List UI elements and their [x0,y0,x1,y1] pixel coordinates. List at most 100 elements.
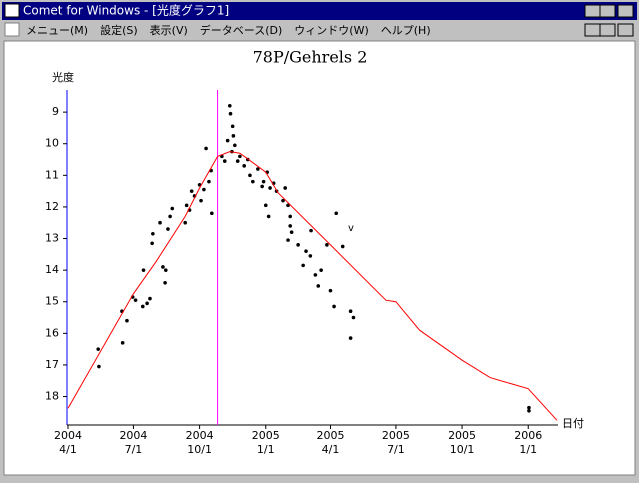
restore-button[interactable] [599,4,616,18]
menu-item[interactable]: データベース(D) [200,23,283,37]
observation-point [199,198,203,203]
y-tick-label: 14 [45,263,59,276]
x-tick-label: 4/1 [322,443,340,456]
observation-point [164,268,168,272]
observation-point [319,268,323,272]
menu-item[interactable]: ウィンドウ(W) [294,24,368,37]
child-minimize-button[interactable] [584,23,601,37]
observation-point [261,179,266,184]
y-axis-label: 光度 [52,70,74,84]
observation-point [527,405,531,410]
x-tick-year: 2005 [316,429,344,442]
observation-point [150,241,154,246]
observation-point [97,364,101,369]
y-tick-label: 10 [45,137,59,150]
observation-point [145,301,149,306]
x-tick-year: 2005 [382,429,410,442]
observation-point [225,138,230,143]
x-tick-label: 7/1 [387,443,405,456]
menu-item[interactable]: 設定(S) [100,23,138,37]
observation-point [309,228,313,233]
menu-item[interactable]: メニュー(M) [26,24,88,37]
x-tick-year: 2005 [448,429,476,442]
minimize-button[interactable] [584,4,601,18]
observation-point [283,186,287,190]
y-tick-label: 12 [45,200,59,213]
x-tick-label: 7/1 [125,443,143,456]
observation-point [304,249,308,253]
x-tick-label: 1/1 [257,443,275,456]
menu-item[interactable]: ヘルプ(H) [381,24,431,37]
observation-point [168,214,172,219]
observation-point [325,243,329,247]
y-tick-label: 15 [45,295,59,308]
observation-point [233,143,237,148]
observation-point [256,167,260,171]
y-tick-label: 9 [52,105,59,118]
y-tick-label: 16 [45,326,59,339]
observation-point [308,254,313,258]
observation-point [228,104,232,108]
observation-point [266,214,271,219]
observation-point [141,268,146,272]
window-buttons[interactable] [584,4,634,37]
observation-point [238,154,242,159]
annotation: v [348,223,354,234]
observation-point [263,203,268,208]
observation-point [328,288,333,293]
window-title: Comet for Windows - [光度グラフ1] [23,3,229,18]
x-axis-label: 日付 [562,417,584,430]
observation-point [242,164,246,168]
x-tick-year: 2006 [514,429,542,442]
y-tick-label: 13 [45,232,59,245]
model-curve [67,151,558,421]
observation-point [202,187,206,192]
y-tick-label: 17 [45,358,59,371]
observation-point [281,198,285,203]
observation-point [204,146,208,151]
observation-point [334,211,339,216]
observation-point [348,309,353,314]
x-tick-label: 1/1 [519,443,537,456]
observation-point [184,203,189,208]
observation-point [332,304,336,309]
observation-point [235,159,240,163]
observation-point [140,304,145,309]
observation-point [527,408,531,413]
app-icon [4,3,20,18]
observation-point [231,134,236,138]
observation-point [340,244,345,249]
child-restore-button[interactable] [599,23,616,37]
observation-point [251,179,255,184]
x-tick-year: 2005 [252,429,280,442]
observation-point [161,265,165,269]
menu-item[interactable]: 表示(V) [150,23,188,37]
close-button[interactable] [617,4,634,18]
chart: 78P/Gehrels 2 光度 日付 v 9 10 11 12 13 14 15 16 17 1… [45,48,584,457]
observation-point [166,227,170,231]
x-tick-label: 10/1 [187,443,212,456]
observation-point [158,220,162,225]
child-close-button[interactable] [617,23,634,37]
chart-title: 78P/Gehrels 2 [253,48,368,67]
observation-point [288,224,293,228]
observation-point [170,206,175,211]
y-tick-label: 18 [45,390,59,403]
observation-point [120,341,125,345]
observation-point [230,124,235,129]
observation-point [286,238,290,242]
observation-point [260,184,264,189]
observation-point [183,220,188,225]
observation-point [222,159,227,163]
observation-point [228,111,233,116]
client-area [3,40,636,476]
observation-point [207,179,211,184]
observation-point [316,284,321,288]
observation-point [348,336,353,340]
observation-point [313,273,318,277]
observation-point [286,203,290,208]
observation-point [288,214,293,219]
x-tick-year: 2004 [119,429,147,442]
observation-point [289,230,294,235]
